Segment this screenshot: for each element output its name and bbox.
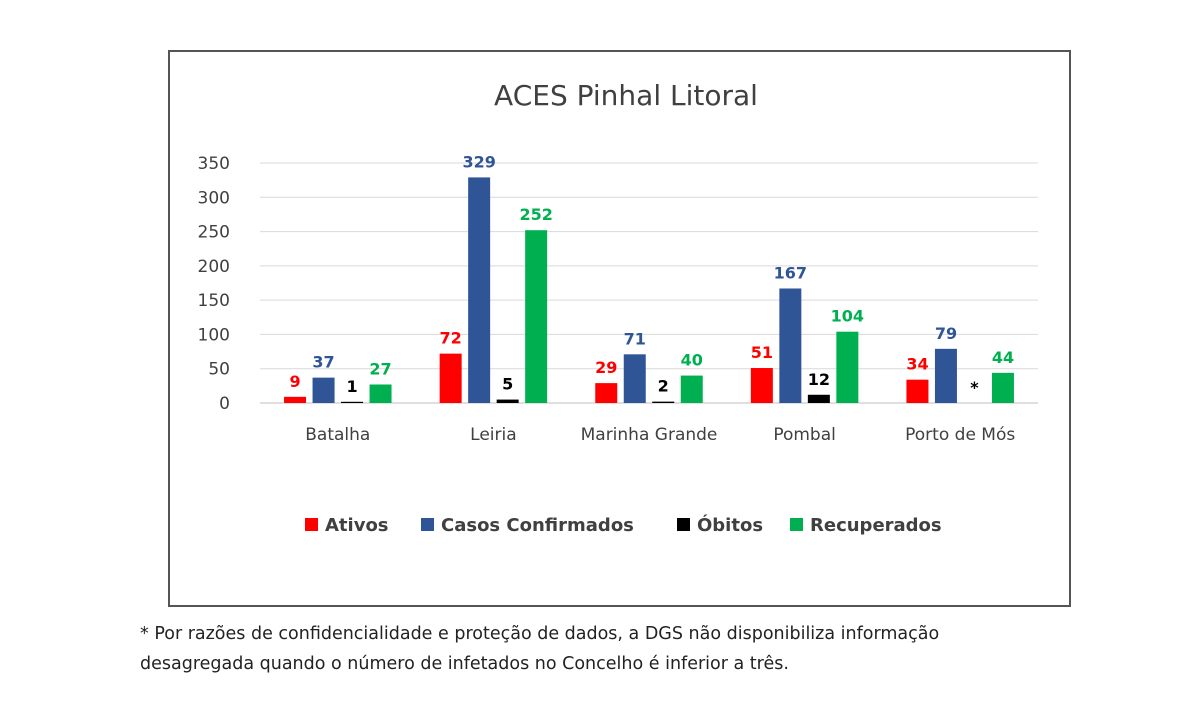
- bar: [906, 379, 929, 403]
- x-category-label: Pombal: [773, 425, 836, 445]
- data-labels: 9 37 1 27 72 329 5 252 29 71 2 40 51 167 12 104 34 79 * 44: [289, 152, 1014, 397]
- legend-swatch: [677, 518, 690, 531]
- bar: [284, 396, 307, 403]
- bar: [468, 177, 491, 403]
- chart-frame: ACES Pinhal Litoral 0 50 100 150 200 250 300 35…: [168, 50, 1071, 607]
- legend-label: Ativos: [325, 515, 389, 536]
- bar: [680, 375, 703, 403]
- x-category-label: Batalha: [305, 425, 370, 445]
- data-label: 329: [462, 152, 495, 171]
- y-tick-label: 100: [198, 325, 230, 345]
- y-tick-label: 250: [198, 223, 230, 243]
- data-label: 51: [751, 343, 773, 362]
- bar: [312, 377, 335, 403]
- bar-chart: ACES Pinhal Litoral 0 50 100 150 200 250 300 35…: [198, 79, 1038, 536]
- data-label: 2: [658, 377, 669, 396]
- bar: [595, 383, 618, 403]
- x-category-label: Marinha Grande: [581, 425, 718, 445]
- bars: [284, 177, 1014, 403]
- data-label: 252: [519, 205, 552, 224]
- data-label: 27: [369, 359, 391, 378]
- data-label: 79: [935, 324, 957, 343]
- data-label: 1: [346, 377, 357, 396]
- y-tick-label: 0: [219, 394, 230, 414]
- bar: [779, 288, 802, 403]
- data-label: 34: [906, 355, 928, 374]
- y-tick-label: 300: [198, 188, 230, 208]
- legend-label: Recuperados: [810, 515, 942, 536]
- footnote-line-1: * Por razões de confidencialidade e prot…: [140, 624, 940, 644]
- bar: [991, 372, 1014, 403]
- data-label: 37: [312, 353, 334, 372]
- x-axis: Batalha Leiria Marinha Grande Pombal Porto d…: [305, 425, 1015, 445]
- data-label: *: [970, 378, 979, 397]
- data-label: 12: [808, 370, 830, 389]
- y-tick-label: 350: [198, 154, 230, 174]
- y-tick-label: 50: [208, 360, 230, 380]
- bar: [652, 401, 675, 403]
- bar: [836, 331, 859, 403]
- data-label: 9: [289, 372, 300, 391]
- chart-title: ACES Pinhal Litoral: [494, 79, 758, 112]
- legend-swatch: [305, 518, 318, 531]
- data-label: 72: [440, 329, 462, 348]
- data-label: 5: [502, 375, 513, 394]
- data-label: 104: [831, 307, 864, 326]
- footnote-line-2: desagregada quando o número de infetados…: [140, 654, 789, 674]
- legend-label: Casos Confirmados: [441, 515, 634, 536]
- data-label: 167: [774, 263, 807, 282]
- y-tick-label: 150: [198, 291, 230, 311]
- bar: [369, 384, 392, 403]
- bar: [807, 394, 830, 403]
- legend-swatch: [421, 518, 434, 531]
- legend-swatch: [790, 518, 803, 531]
- data-label: 29: [595, 358, 617, 377]
- bar: [496, 399, 519, 403]
- bar: [750, 368, 773, 403]
- y-axis: 0 50 100 150 200 250 300 350: [198, 154, 230, 414]
- bar: [341, 401, 364, 403]
- data-label: 44: [992, 348, 1014, 367]
- data-label: 40: [681, 351, 703, 370]
- footnote: * Por razões de confidencialidade e prot…: [140, 619, 1100, 679]
- bar: [525, 230, 548, 403]
- x-category-label: Leiria: [470, 425, 516, 445]
- gridlines: [260, 162, 1038, 404]
- bar: [934, 348, 957, 403]
- data-label: 71: [624, 329, 646, 348]
- y-tick-label: 200: [198, 257, 230, 277]
- legend-label: Óbitos: [697, 514, 763, 536]
- x-category-label: Porto de Mós: [905, 425, 1015, 445]
- legend: Ativos Casos Confirmados Óbitos Recuperados: [305, 514, 942, 536]
- bar: [623, 354, 646, 403]
- bar: [439, 353, 462, 403]
